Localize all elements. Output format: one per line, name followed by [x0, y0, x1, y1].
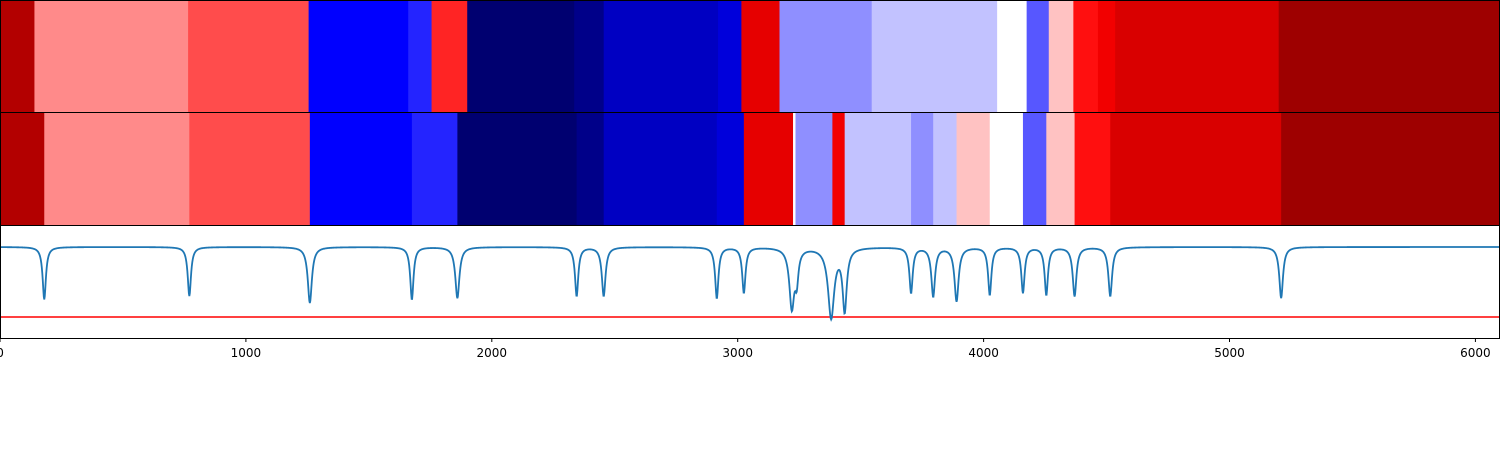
heatmap-segment	[911, 113, 934, 225]
x-tick-label: 6000	[1460, 346, 1491, 360]
heatmap-segment	[989, 113, 1024, 225]
heatmap-segment	[1046, 113, 1076, 225]
heatmap-segment	[871, 1, 998, 112]
heatmap-segment	[431, 1, 468, 112]
heatmap-segment	[467, 1, 575, 112]
x-tick-label: 1000	[231, 346, 262, 360]
heatmap-segment	[844, 113, 912, 225]
heatmap-segment	[1281, 113, 1500, 225]
heatmap-segment	[1073, 1, 1099, 112]
panel-frame	[0, 225, 1500, 339]
heatmap-segment	[411, 113, 458, 225]
heatmap-segment	[795, 113, 833, 225]
heatmap-segment	[716, 113, 745, 225]
heatmap-segment	[933, 113, 958, 225]
heatmap-segment	[1110, 113, 1282, 225]
heatmap-segment	[574, 1, 605, 112]
heatmap-segment	[832, 113, 846, 225]
heatmap-segment	[576, 113, 605, 225]
x-tick-label: 2000	[477, 346, 508, 360]
heatmap-segment	[741, 1, 780, 112]
heatmap-segment	[1074, 113, 1111, 225]
heatmap-segment	[1026, 1, 1050, 112]
heatmap-row-2	[0, 113, 1500, 225]
heatmap-segment	[188, 1, 310, 112]
heatmap-segment	[603, 1, 719, 112]
heatmap-segment	[743, 113, 794, 225]
heatmap-segment	[1115, 1, 1280, 112]
heatmap-segment	[0, 1, 35, 112]
heatmap-segment	[956, 113, 991, 225]
heatmap-segment	[793, 113, 796, 225]
heatmap-segment	[1097, 1, 1116, 112]
signal-line	[0, 246, 1500, 322]
heatmap-segment	[779, 1, 873, 112]
heatmap-segment	[408, 1, 433, 112]
x-tick-label: 4000	[968, 346, 999, 360]
heatmap-segment	[189, 113, 311, 225]
x-tick-label: 0	[0, 346, 4, 360]
heatmap-segment	[1048, 1, 1074, 112]
signal-panel	[0, 246, 1500, 322]
x-axis: 0 1000 2000 3000 4000 5000 6000	[0, 338, 1491, 360]
heatmap-segment	[0, 113, 45, 225]
heatmap-segment	[718, 1, 742, 112]
heatmap-segment	[34, 1, 189, 112]
heatmap-segment	[1022, 113, 1047, 225]
heatmap-segment	[457, 113, 578, 225]
heatmap-segment	[308, 1, 409, 112]
heatmap-segment	[309, 113, 413, 225]
x-tick-label: 3000	[722, 346, 753, 360]
x-tick-label: 5000	[1214, 346, 1245, 360]
heatmap-segment	[997, 1, 1028, 112]
heatmap-segment	[1278, 1, 1500, 112]
heatmap-segment	[603, 113, 718, 225]
heatmap-segment	[44, 113, 190, 225]
heatmap-row-1	[0, 1, 1500, 112]
